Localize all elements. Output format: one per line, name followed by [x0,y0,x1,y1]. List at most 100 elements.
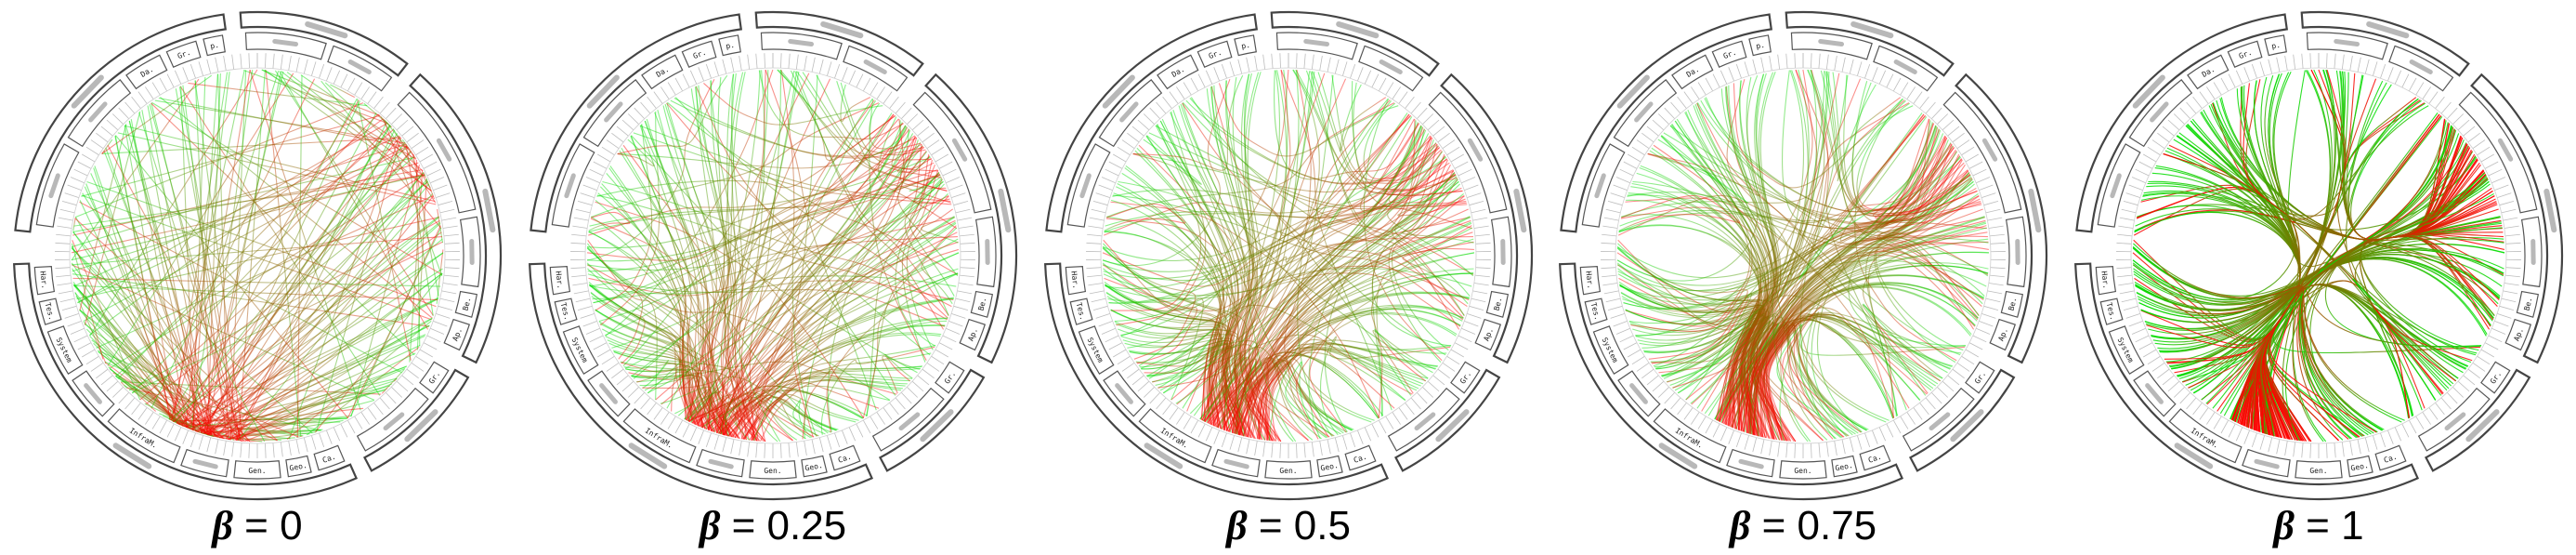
module-label: p. [2270,41,2281,51]
module-box [801,455,828,478]
blurred-module-label [2497,138,2514,162]
blurred-module-label [1634,101,1654,123]
module-label: Gen. [2309,467,2327,475]
blurred-module-label [951,138,968,162]
module-box [1748,34,1772,57]
blurred-layer-label [920,409,954,443]
module-label: Har. [38,271,48,289]
blurred-module-label [2145,383,2164,404]
module-label: Har. [1069,271,1079,289]
module-box [1485,290,1510,318]
outer-ring-infrastructure [1044,262,1390,501]
module-box [1065,265,1087,296]
blurred-layer-label [1616,74,1650,109]
blurred-layer-label [1950,409,1984,443]
module-box [1790,32,1873,60]
blurred-layer-label [998,188,1012,233]
blurred-module-label [2015,238,2020,265]
module-box [551,143,595,228]
blurred-module-label [1115,383,1133,404]
module-box [970,290,994,318]
module-label: p. [1240,41,1250,51]
blurred-module-label [1893,59,1917,74]
module-box [1275,32,1358,60]
outer-ring-user-interface [754,10,924,77]
blurred-layer-label [482,188,496,233]
blurred-layer-label [586,74,620,109]
bundled-edges [2132,69,2505,443]
module-label: Gen. [764,467,781,475]
blurred-module-label [2110,173,2122,199]
module-box [1942,91,2022,214]
radial-layout-diagram: Da.Gr.p.Be.Ap.Gr.Ca.Geo.Gen.InfraM.Syste… [1559,10,2048,501]
module-box [2347,455,2373,478]
blurred-module-label [599,383,618,404]
panel-beta-0-75: Da. Gr. p. Be. Ap. Gr. Ca. Geo. Gen. InfraM. Syste… [1546,0,2060,555]
module-label: Gen. [1794,467,1811,475]
blurred-module-label [84,383,102,404]
module-box [454,290,478,318]
module-box [46,325,84,376]
module-box [1671,54,1714,90]
module-label: Geo. [2350,461,2370,473]
module-box [959,318,987,351]
outer-ring-data [363,368,470,472]
blurred-module-label [1738,458,1764,469]
module-box [397,91,477,214]
blurred-module-label [863,59,887,74]
blurred-layer-label [628,443,668,469]
blurred-layer-label [1336,20,1380,39]
module-label: Gen. [248,467,266,475]
radial-layout-diagram: Da.Gr.p.Be.Ap.Gr.Ca.Geo.Gen.InfraM.Syste… [1044,10,1534,501]
blurred-module-label [898,412,921,431]
module-box [1711,40,1747,68]
bundled-edges [1616,69,1990,443]
blurred-layer-label [1144,443,1183,469]
module-label: Har. [554,271,564,289]
outer-ring-user-interface [1270,10,1440,77]
blurred-layer-label [71,74,104,109]
module-label: p. [1755,41,1765,51]
leaf-nodes [570,53,975,458]
module-box [33,265,56,296]
module-box [2187,54,2229,90]
module-box [2108,325,2145,376]
module-box [749,460,797,480]
module-label: Be. [2007,297,2019,311]
module-box [2458,91,2538,214]
module-box [1584,297,1608,325]
outer-ring-data [1394,368,1501,472]
module-box [562,325,599,376]
module-box [244,32,327,60]
module-label: Gen. [1279,467,1297,475]
outer-ring-data [1909,368,2016,472]
beta-caption: β = 0.75 [1729,503,1877,548]
beta-caption: β = 0.5 [1226,503,1351,548]
blurred-layer-label [820,20,864,39]
blurred-module-label [1303,38,1330,46]
blurred-module-label [383,412,405,431]
bundled-edges [586,69,960,443]
blurred-module-label [1223,458,1249,469]
module-label: Be. [1493,297,1504,311]
module-box [38,297,62,325]
outer-ring-infrastructure [1559,262,1904,501]
blurred-module-label [1379,59,1403,74]
module-box [1264,460,1313,480]
outer-ring-user-interface [239,10,409,77]
blurred-module-label [48,173,60,199]
outer-ring-business [409,73,503,364]
outer-ring-user-interface [1785,10,1955,77]
blurred-module-label [1818,38,1845,46]
blurred-module-label [708,458,734,469]
beta-caption: β = 0 [212,503,303,548]
module-box [718,34,741,57]
module-box [554,297,578,325]
module-box [2099,297,2124,325]
blurred-layer-label [1102,74,1135,109]
blurred-module-label [272,38,299,46]
module-box [2264,34,2287,57]
module-box [2168,408,2243,464]
module-box [107,408,181,464]
module-box [1234,34,1257,57]
